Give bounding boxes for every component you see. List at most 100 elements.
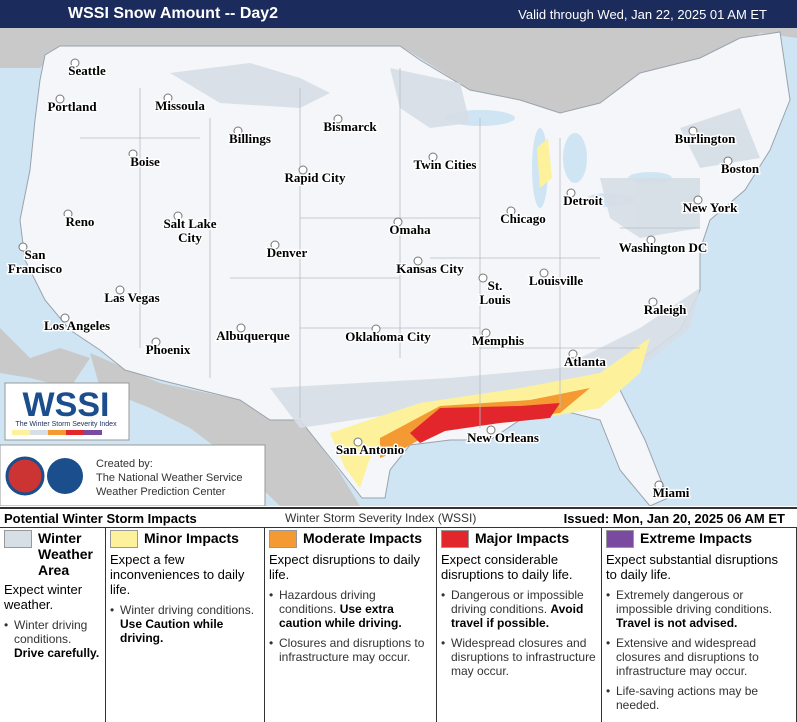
- city-dot: [163, 93, 173, 103]
- city-label: Reno: [66, 214, 95, 229]
- bullet-text: Dangerous or impossible driving conditio…: [451, 588, 584, 616]
- city-dot: [648, 297, 658, 307]
- bullet-bold: Travel is not advised.: [616, 616, 738, 630]
- city-dot: [566, 188, 576, 198]
- bullet-bold: Use Caution while driving.: [120, 617, 224, 645]
- city-dot: [18, 242, 28, 252]
- impact-name: Major Impacts: [475, 530, 570, 546]
- legend: Potential Winter Storm Impacts Winter Sto…: [0, 507, 797, 722]
- impact-bullet: Widespread closures and disruptions to i…: [441, 636, 597, 678]
- city-label: Boston: [721, 161, 760, 176]
- city-label: Las Vegas: [104, 290, 159, 305]
- city-label: New York: [683, 200, 739, 215]
- city-dot: [481, 328, 491, 338]
- impact-bullet: Hazardous driving conditions. Use extra …: [269, 588, 432, 630]
- city-label: Phoenix: [146, 342, 191, 357]
- city-dot: [233, 126, 243, 136]
- impact-summary: Expect disruptions to daily life.: [269, 552, 421, 582]
- city-label: Oklahoma City: [345, 329, 431, 344]
- city-dot: [688, 126, 698, 136]
- city-label: Rapid City: [284, 170, 346, 185]
- city-label: Billings: [229, 131, 271, 146]
- bullet-bold: Drive carefully.: [14, 646, 100, 660]
- city-dot: [270, 240, 280, 250]
- city-label: Memphis: [472, 333, 524, 348]
- legend-title: Potential Winter Storm Impacts: [4, 511, 197, 526]
- city-dot: [236, 323, 246, 333]
- city-label: Omaha: [389, 222, 431, 237]
- credit-line: Weather Prediction Center: [96, 486, 226, 498]
- bullet-text: Extensive and widespread closures and di…: [616, 636, 759, 678]
- impact-bullet: Life-saving actions may be needed.: [606, 684, 792, 712]
- legend-column: Moderate Impacts Expect disruptions to da…: [265, 528, 437, 722]
- legend-column: Extreme Impacts Expect substantial disrup…: [602, 528, 797, 722]
- city-label: Atlanta: [564, 354, 606, 369]
- city-dot: [723, 156, 733, 166]
- city-label: New Orleans: [467, 430, 539, 445]
- city-dot: [115, 285, 125, 295]
- bullet-text: Winter driving conditions.: [120, 603, 255, 617]
- map: WSSI The Winter Storm Severity Index Cre…: [0, 28, 797, 506]
- impact-summary: Expect considerable disruptions to daily…: [441, 552, 573, 582]
- city-label: Washington DC: [619, 240, 708, 255]
- legend-column: Winter Weather Area Expect winter weather…: [0, 528, 106, 722]
- city-label: Boise: [130, 154, 160, 169]
- city-label: Burlington: [675, 131, 736, 146]
- city-label: Los Angeles: [44, 318, 110, 333]
- city-label: Detroit: [563, 193, 603, 208]
- city-dot: [693, 195, 703, 205]
- city-label: Denver: [267, 245, 308, 260]
- swatch: [4, 530, 32, 548]
- city-dot: [55, 94, 65, 104]
- city-dot: [428, 152, 438, 162]
- header: WSSI Snow Amount -- Day2 Valid through W…: [0, 0, 797, 28]
- bullet-text: Widespread closures and disruptions to i…: [451, 636, 596, 678]
- city-label: Kansas City: [396, 261, 464, 276]
- city-label: San Francisco: [8, 247, 62, 276]
- city-label: Albuquerque: [216, 328, 290, 343]
- city-dot: [173, 211, 183, 221]
- city-dot: [60, 313, 70, 323]
- issued: Issued: Mon, Jan 20, 2025 06 AM ET: [563, 511, 785, 526]
- impact-bullet: Extensive and widespread closures and di…: [606, 636, 792, 678]
- impact-name: Moderate Impacts: [303, 530, 423, 546]
- city-label: Bismarck: [323, 119, 377, 134]
- bullet-text: Extremely dangerous or impossible drivin…: [616, 588, 773, 616]
- city-label: Louisville: [529, 273, 583, 288]
- bullet-text: Closures and disruptions to infrastructu…: [279, 636, 425, 664]
- logo-text: WSSI: [23, 386, 110, 424]
- bullet-text: Winter driving conditions.: [14, 618, 88, 646]
- city-label: St. Louis: [479, 278, 510, 307]
- logo-subtitle: The Winter Storm Severity Index: [15, 421, 117, 428]
- impact-summary: Expect a few inconveniences to daily lif…: [110, 552, 245, 597]
- city-dot: [371, 324, 381, 334]
- impact-bullet: Closures and disruptions to infrastructu…: [269, 636, 432, 664]
- credit-line: Created by:: [96, 458, 153, 470]
- city-dot: [646, 235, 656, 245]
- city-dot: [70, 58, 80, 68]
- bullet-text: Life-saving actions may be needed.: [616, 684, 759, 712]
- city-label: Missoula: [155, 98, 205, 113]
- city-label: Portland: [47, 99, 97, 114]
- title: WSSI Snow Amount -- Day2: [68, 5, 279, 22]
- legend-column: Minor Impacts Expect a few inconveniences…: [106, 528, 265, 722]
- bullet-text: Hazardous driving conditions.: [279, 588, 376, 616]
- city-dot: [128, 149, 138, 159]
- city-dot: [568, 349, 578, 359]
- city-label: Twin Cities: [414, 157, 477, 172]
- city-dot: [486, 425, 496, 435]
- city-label: Seattle: [68, 63, 106, 78]
- impact-bullet: Winter driving conditions. Drive careful…: [4, 618, 101, 660]
- wssi-logo: WSSI The Winter Storm Severity Index: [4, 382, 130, 441]
- city-dot: [63, 209, 73, 219]
- impact-name: Extreme Impacts: [640, 530, 753, 546]
- impact-name: Winter Weather Area: [38, 530, 93, 578]
- city-dot: [413, 256, 423, 266]
- city-dot: [298, 165, 308, 175]
- swatch: [110, 530, 138, 548]
- impact-bullet: Dangerous or impossible driving conditio…: [441, 588, 597, 630]
- swatch: [269, 530, 297, 548]
- impact-bullet: Winter driving conditions. Use Caution w…: [110, 603, 260, 645]
- bullet-bold: Use extra caution while driving.: [279, 602, 402, 630]
